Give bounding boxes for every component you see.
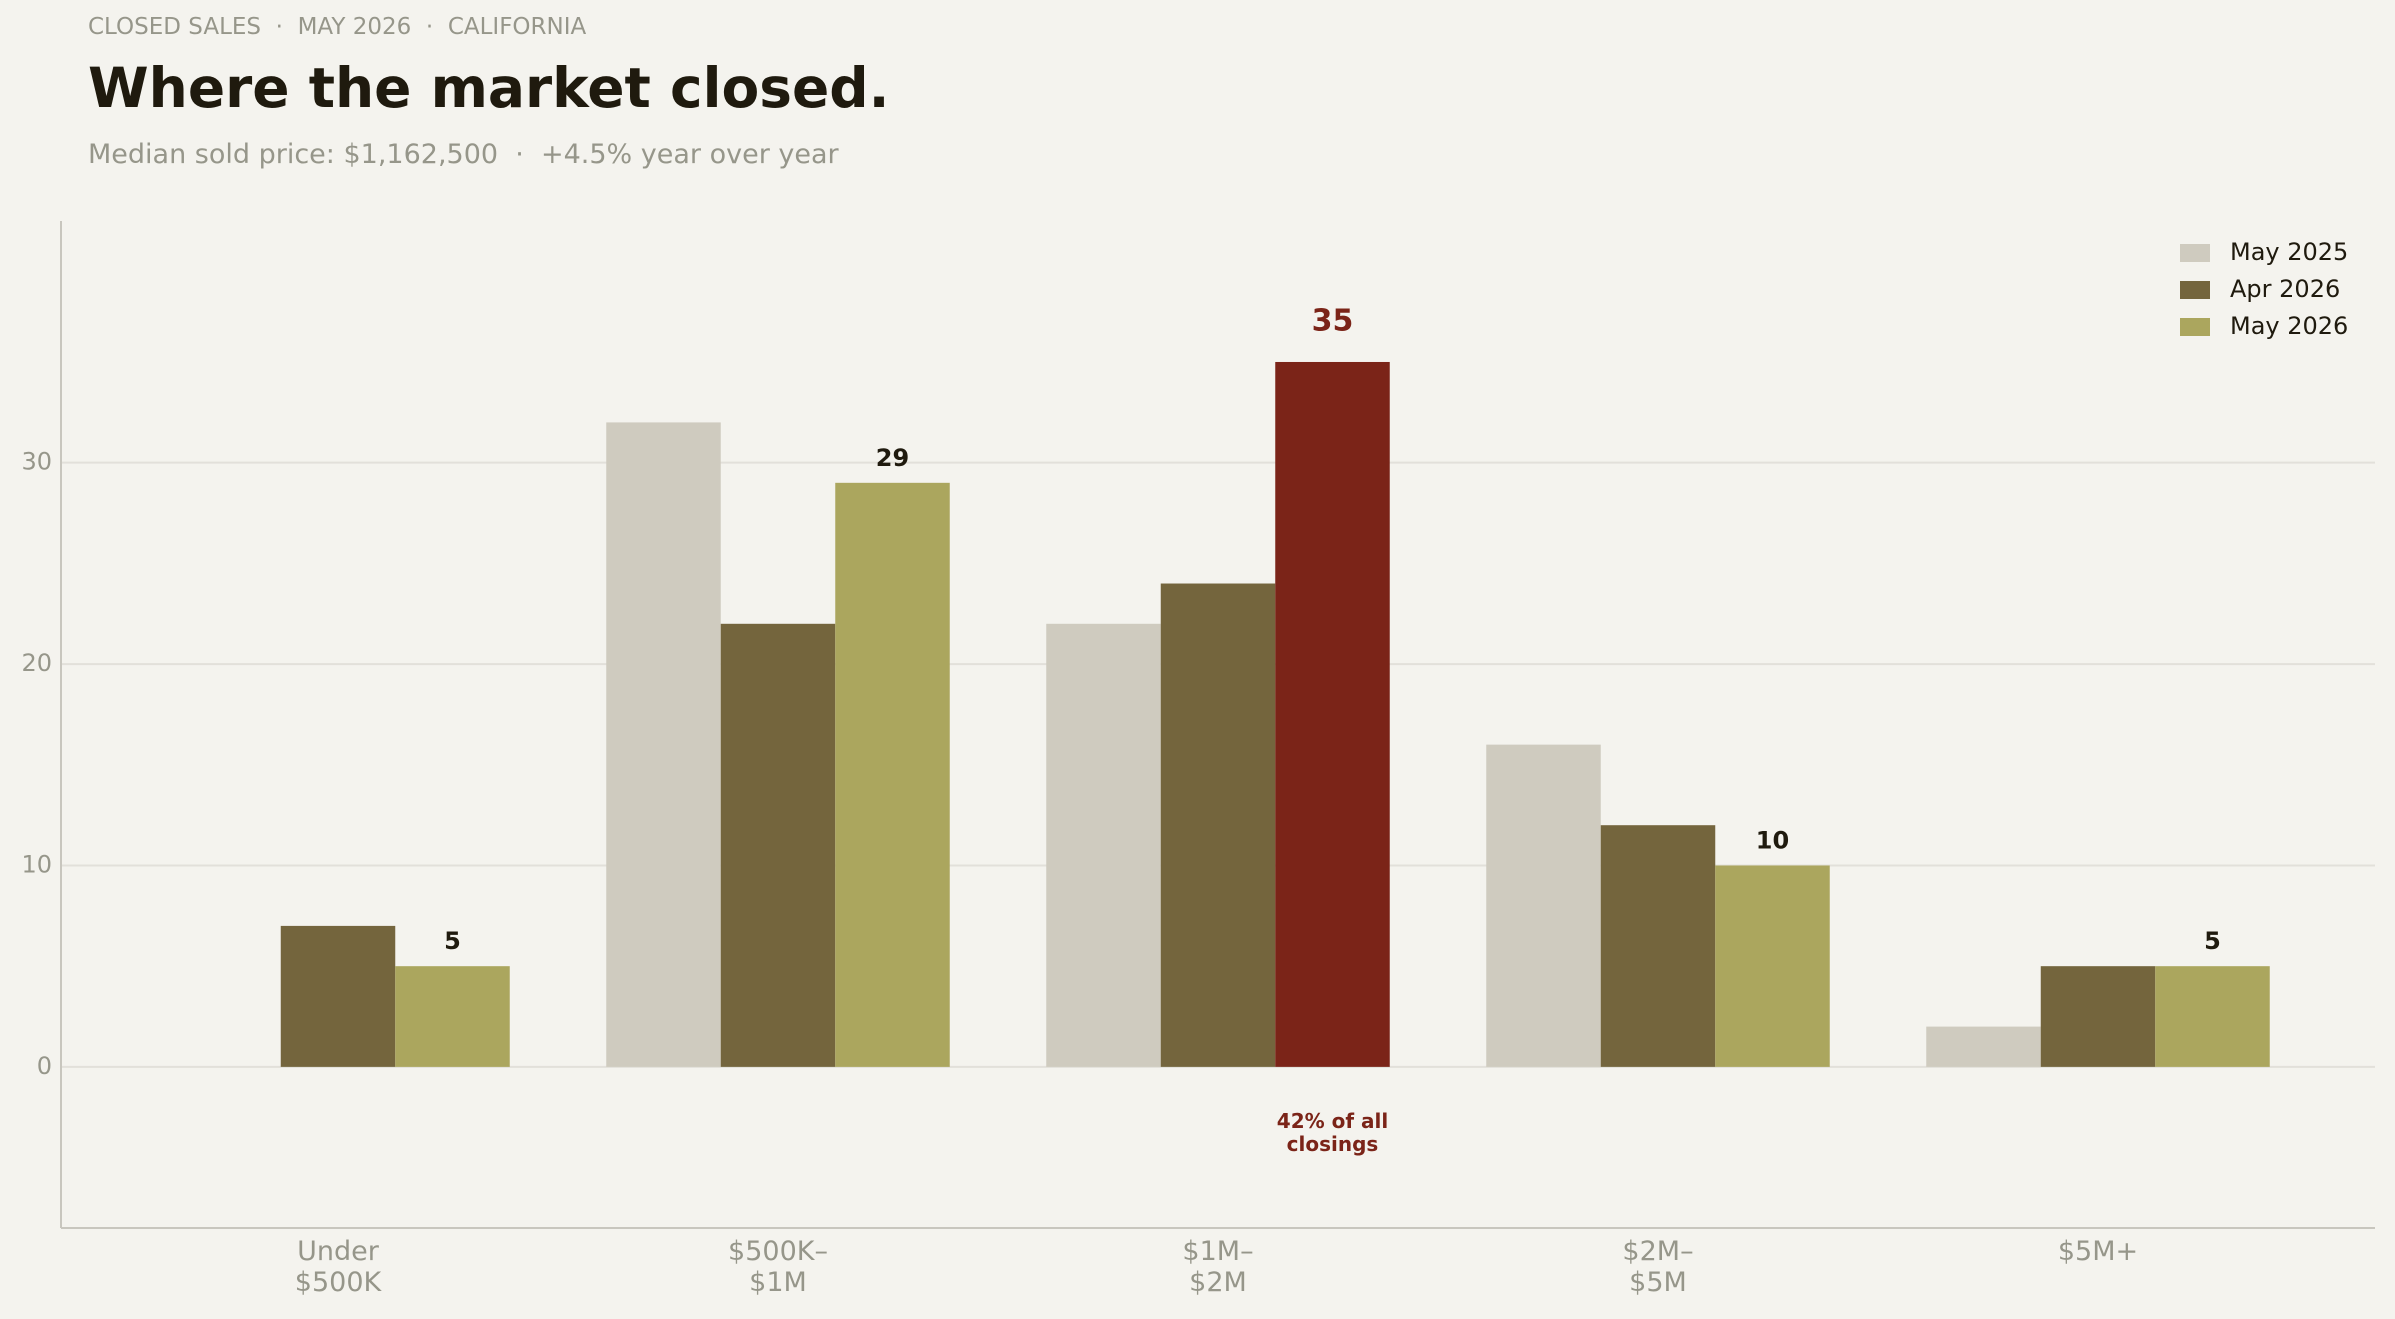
y-tick-label: 0: [37, 1052, 52, 1080]
legend-label: May 2025: [2230, 238, 2348, 266]
y-tick-label: 10: [21, 850, 52, 878]
chart-title: Where the market closed.: [88, 56, 890, 120]
legend-swatch: [2180, 318, 2210, 336]
bar: [1926, 1026, 2041, 1067]
bar: [395, 966, 510, 1067]
bar: [1275, 361, 1390, 1067]
chart-subtitle: Median sold price: $1,162,500 · +4.5% ye…: [88, 139, 839, 170]
bar: [280, 925, 396, 1067]
value-label: 5: [444, 927, 461, 955]
bar: [1160, 583, 1276, 1067]
x-tick-label: Under $500K: [294, 1236, 382, 1298]
value-label: 29: [876, 444, 909, 472]
kicker: CLOSED SALES · MAY 2026 · CALIFORNIA: [88, 14, 587, 40]
bar: [2040, 966, 2156, 1067]
y-tick-label: 30: [21, 448, 52, 476]
annotation: 42% of all closings: [1276, 1109, 1389, 1156]
value-label: 10: [1756, 826, 1789, 854]
x-tick-label: $1M– $2M: [1182, 1236, 1254, 1298]
legend-swatch: [2180, 244, 2210, 262]
x-tick-label: $5M+: [2057, 1236, 2139, 1267]
bar: [1600, 825, 1716, 1067]
bar: [1046, 623, 1161, 1067]
value-label: 5: [2204, 927, 2221, 955]
x-tick-label: $2M– $5M: [1622, 1236, 1694, 1298]
legend-label: Apr 2026: [2230, 275, 2340, 303]
bar: [720, 623, 836, 1067]
bar: [1486, 744, 1601, 1067]
legend-label: May 2026: [2230, 312, 2348, 340]
legend-swatch: [2180, 281, 2210, 299]
bar: [2155, 966, 2270, 1067]
x-tick-label: $500K– $1M: [728, 1236, 828, 1298]
y-tick-label: 20: [21, 649, 52, 677]
value-label: 35: [1312, 303, 1354, 338]
bar: [1715, 865, 1830, 1067]
bar: [835, 482, 950, 1067]
bar: [606, 422, 721, 1067]
